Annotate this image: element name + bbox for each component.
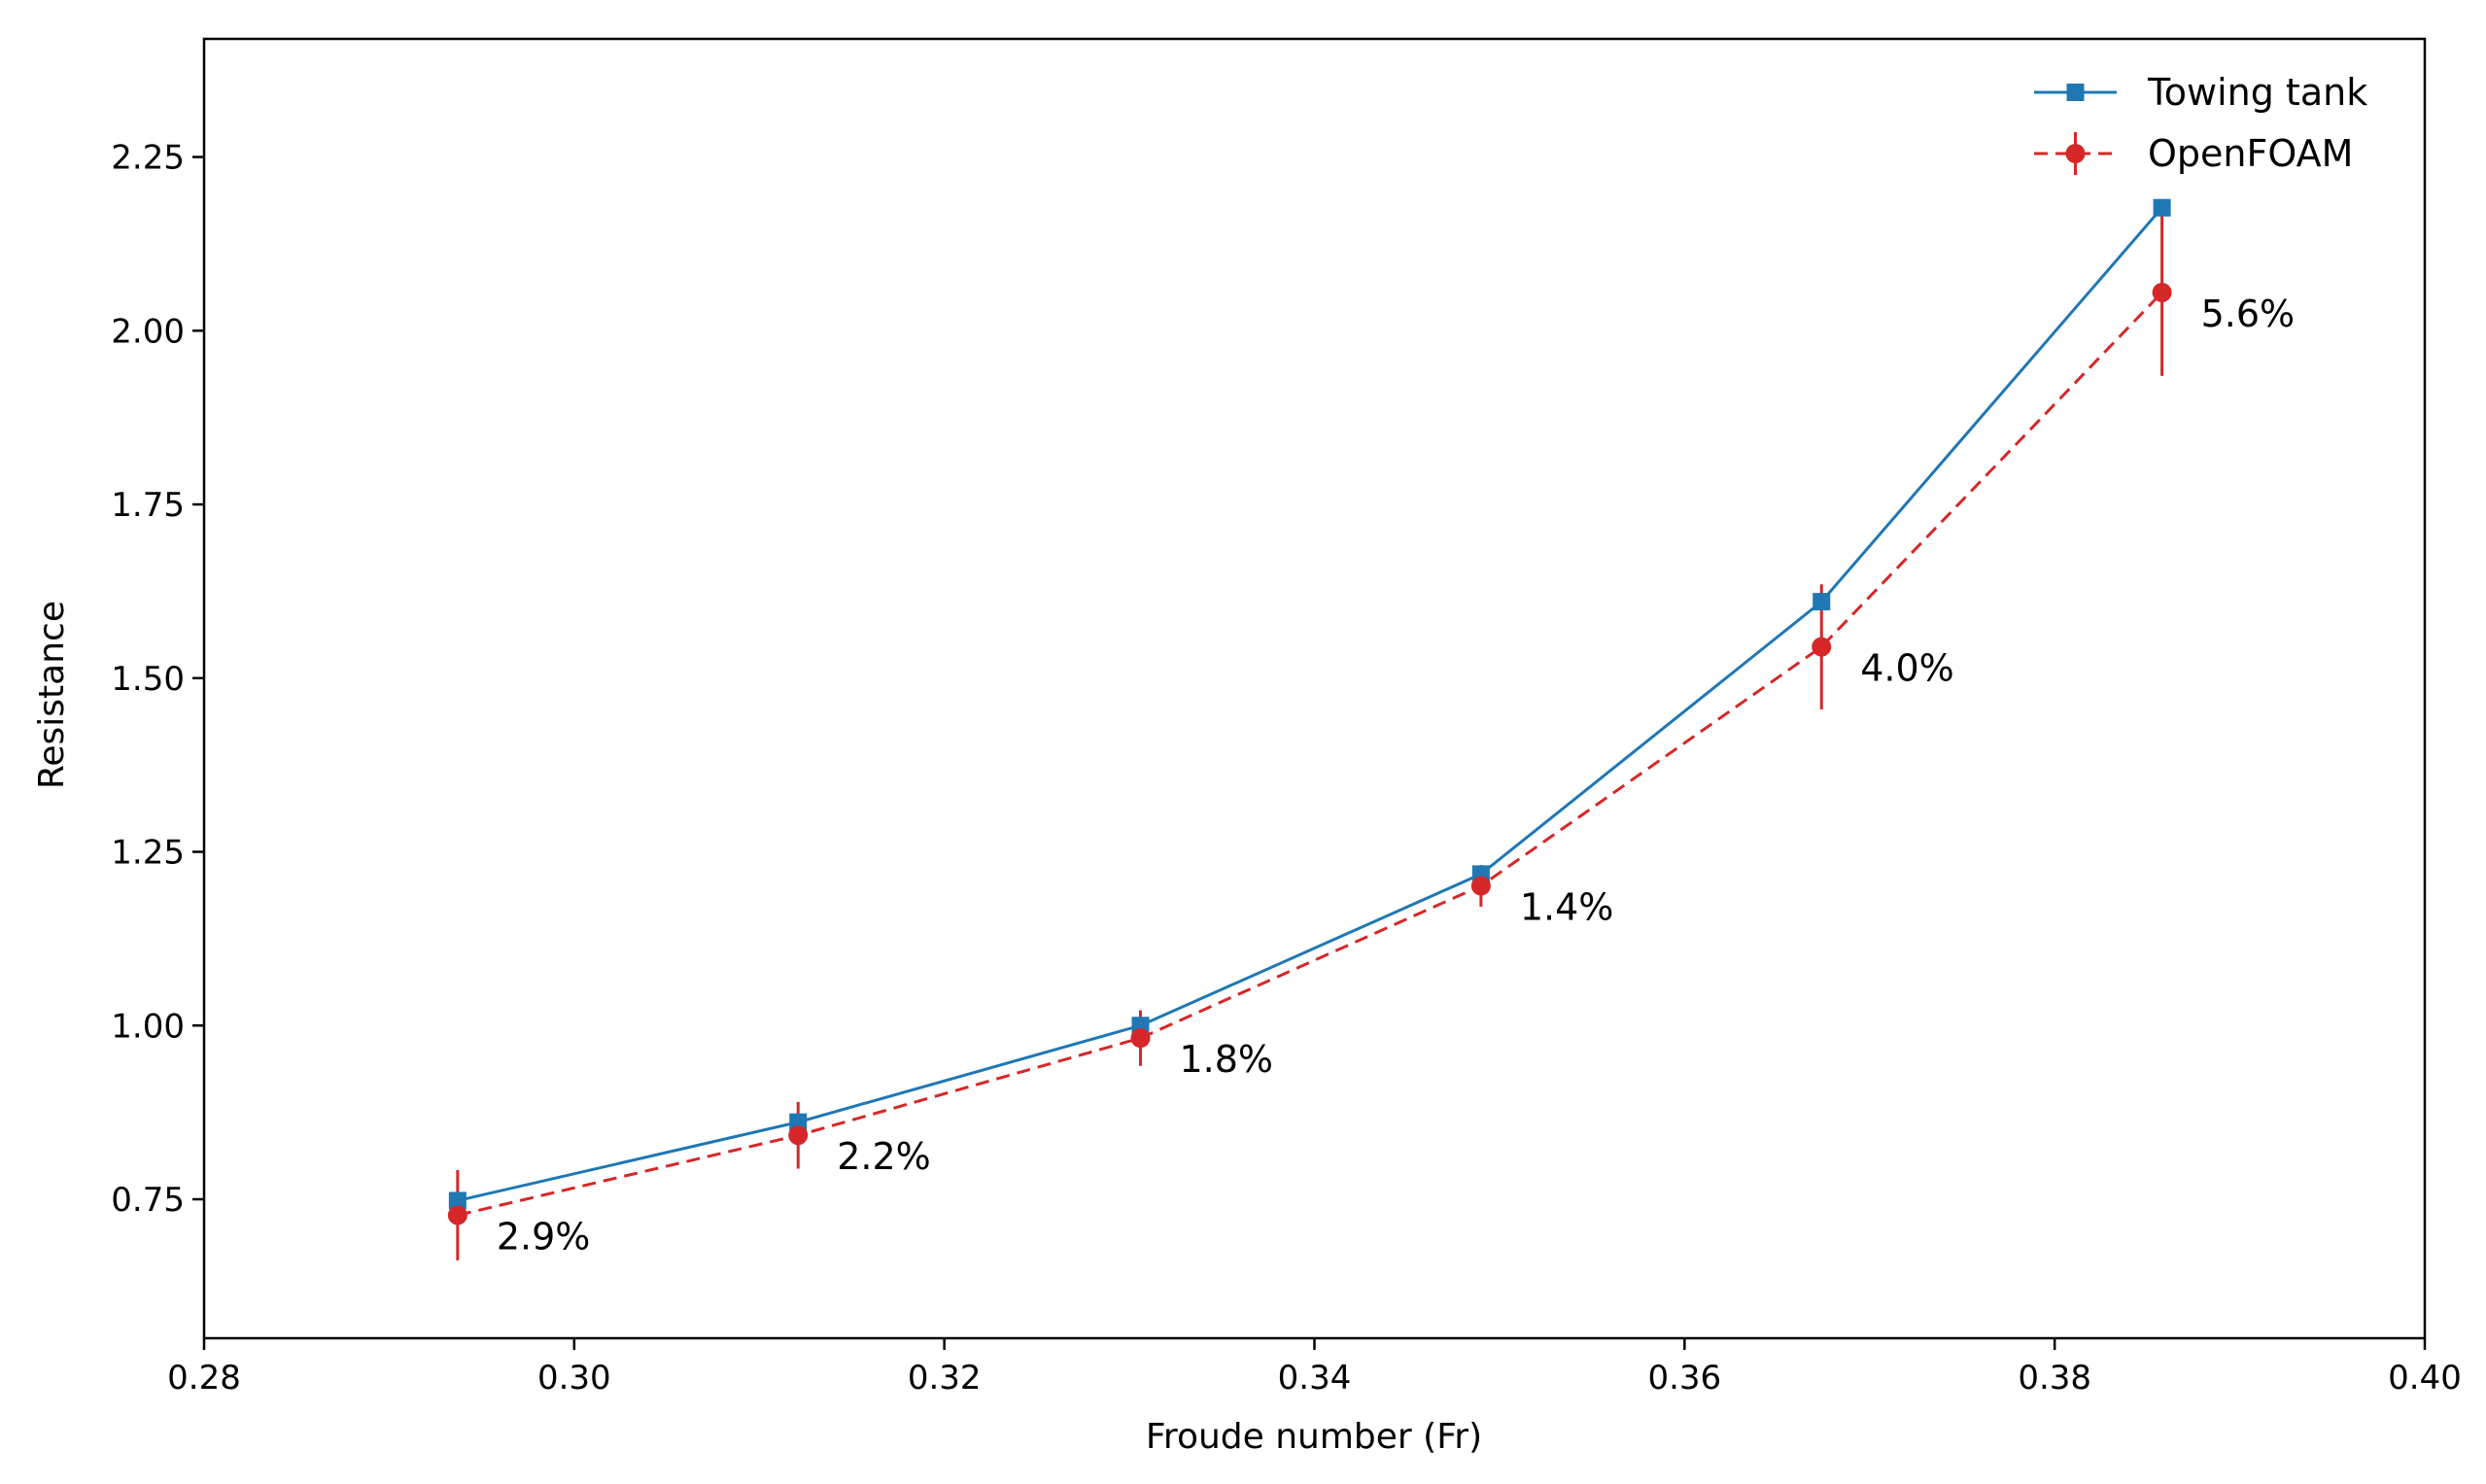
openfoam-marker	[788, 1125, 809, 1146]
chart-marks	[447, 198, 2172, 1260]
openfoam-marker	[1130, 1028, 1151, 1049]
openfoam-marker	[1812, 637, 1832, 657]
towing-tank-marker	[1813, 593, 1831, 611]
y-tick-label: 2.25	[111, 139, 185, 178]
y-tick-label: 0.75	[111, 1181, 185, 1220]
legend-openfoam-label: OpenFOAM	[2148, 132, 2353, 175]
x-tick-label: 0.38	[2018, 1359, 2091, 1398]
x-tick-label: 0.30	[537, 1359, 611, 1398]
error-percent-label: 5.6%	[2201, 293, 2296, 335]
x-tick-label: 0.34	[1278, 1359, 1352, 1398]
towing-tank-series-line	[457, 206, 2163, 1202]
openfoam-marker	[1470, 876, 1491, 896]
error-percent-label: 1.4%	[1520, 886, 1614, 929]
y-tick-label: 1.25	[111, 834, 185, 873]
towing-tank-marker	[448, 1191, 466, 1210]
towing-tank-marker	[789, 1113, 808, 1131]
x-tick-label: 0.36	[1647, 1359, 1721, 1398]
openfoam-marker	[2152, 282, 2172, 302]
y-tick-label: 1.50	[111, 660, 185, 699]
y-axis: 0.75 1.00 1.25 1.50 1.75 2.00 2.25	[111, 139, 204, 1220]
error-percent-labels: 2.9% 2.2% 1.8% 1.4% 4.0% 5.6%	[497, 293, 2295, 1258]
legend-openfoam-marker	[2065, 144, 2086, 163]
towing-tank-marker	[2153, 198, 2171, 217]
y-tick-label: 2.00	[111, 312, 185, 351]
error-percent-label: 4.0%	[1860, 647, 1954, 690]
x-tick-label: 0.40	[2388, 1359, 2462, 1398]
x-axis-title: Froude number (Fr)	[1146, 1417, 1482, 1457]
legend: Towing tank OpenFOAM	[2034, 71, 2367, 175]
y-tick-label: 1.00	[111, 1007, 185, 1046]
openfoam-marker	[447, 1205, 467, 1225]
legend-towing-tank-marker	[2066, 84, 2085, 101]
error-percent-label: 2.9%	[497, 1215, 591, 1258]
y-axis-title: Resistance	[32, 601, 72, 789]
x-tick-label: 0.32	[908, 1359, 982, 1398]
y-tick-label: 1.75	[111, 486, 185, 525]
error-percent-label: 1.8%	[1180, 1038, 1274, 1081]
x-tick-label: 0.28	[167, 1359, 241, 1398]
error-percent-label: 2.2%	[837, 1135, 931, 1178]
openfoam-series-line	[457, 291, 2163, 1217]
x-axis: 0.28 0.30 0.32 0.34 0.36 0.38 0.40	[167, 1338, 2462, 1398]
legend-towing-tank-label: Towing tank	[2147, 71, 2367, 114]
